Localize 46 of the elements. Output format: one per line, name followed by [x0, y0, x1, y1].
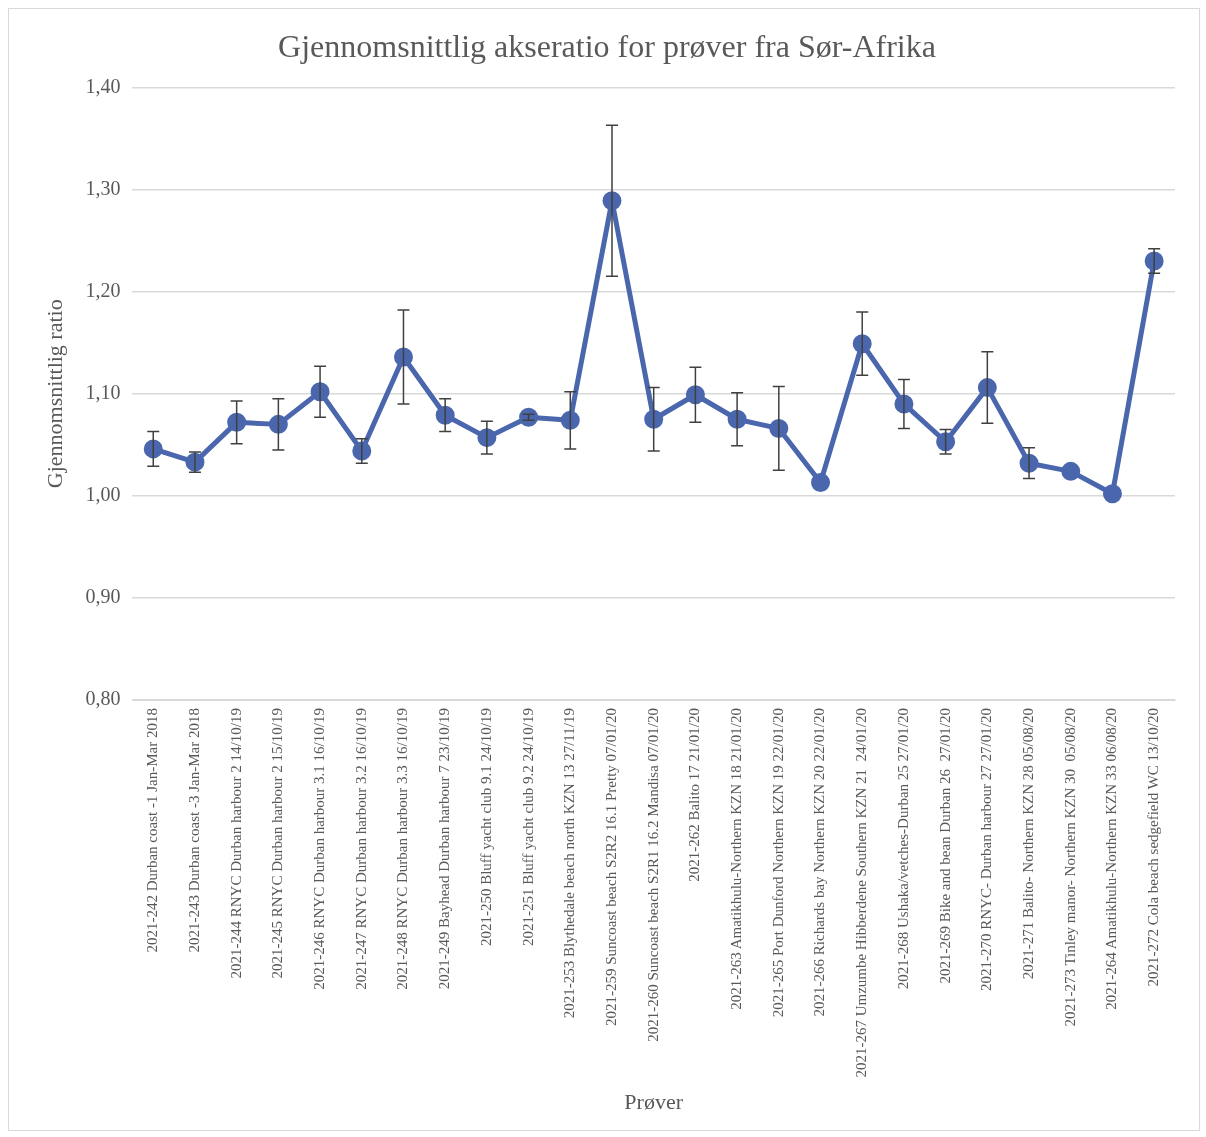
x-tick-label: 2021-259 Suncoast beach S2R2 16.1 Pretty 07/01/20 [602, 708, 619, 1026]
x-tick-label: 2021-250 Bluff yacht club 9.1 24/10/19 [477, 708, 494, 947]
x-tick-label: 2021-270 RNYC- Durban harbour 27 27/01/20 [978, 708, 995, 991]
point [811, 473, 831, 493]
x-tick-label: 2021-271 Balito- Northern KZN 28 05/08/20 [1019, 708, 1036, 980]
x-tick-label: 2021-245 RNYC Durban harbour 2 15/10/19 [269, 708, 286, 979]
x-tick-label: 2021-244 RNYC Durban harbour 2 14/10/19 [227, 708, 244, 979]
point [1102, 484, 1122, 504]
point [1061, 461, 1081, 481]
x-axis-title: Prøver [624, 1088, 684, 1114]
y-axis-title: Gjennomsnittlig ratio [41, 299, 67, 489]
y-tick-label: 1,30 [85, 176, 121, 199]
x-tick-label: 2021-269 Bike and bean Durban 26 27/01/20 [936, 708, 953, 984]
y-tick-label: 0,80 [85, 687, 121, 710]
x-tick-label: 2021-262 Balito 17 21/01/20 [686, 708, 703, 882]
point [644, 409, 664, 429]
x-tick-label: 2021-267 Umzumbe Hibberdene Southern KZN 21 24/01/20 [853, 708, 870, 1078]
point [977, 378, 997, 398]
x-tick-label: 2021-265 Port Dunford Northern KZN 19 22/01/20 [769, 708, 786, 1018]
x-tick-label: 2021-247 RNYC Durban harbour 3.2 16/10/19 [352, 708, 369, 990]
x-tick-label: 2021-272 Cola beach sedgefield WC 13/10/20 [1145, 708, 1162, 987]
point [560, 410, 580, 430]
y-tick-label: 0,90 [85, 585, 121, 608]
x-tick-label: 2021-243 Durban coast -3 Jan-Mar 2018 [185, 708, 202, 953]
x-tick-label: 2021-264 Amatikhulu-Northern KZN 33 06/08/20 [1103, 708, 1120, 1010]
y-tick-label: 1,10 [85, 380, 121, 403]
x-tick-label: 2021-248 RNYC Durban harbour 3.3 16/10/19 [394, 708, 411, 990]
x-tick-label: 2021-266 Richards bay Northern KZN 20 22/01/20 [811, 708, 828, 1017]
x-tick-label: 2021-246 RNYC Durban harbour 3.1 16/10/19 [311, 708, 328, 990]
x-tick-label: 2021-268 Ushaka/vetches-Durban 25 27/01/20 [894, 708, 911, 990]
x-tick-label: 2021-263 Amatikhulu-Northern KZN 18 21/01/20 [728, 708, 745, 1010]
point [143, 439, 163, 459]
x-tick-label: 2021-242 Durban coast -1 Jan-Mar 2018 [144, 708, 161, 953]
point [227, 412, 247, 432]
point [685, 385, 705, 405]
point [393, 347, 413, 367]
point [268, 414, 288, 434]
y-tick-label: 1,20 [85, 278, 121, 301]
y-tick-label: 1,00 [85, 483, 121, 506]
chart-title: Gjennomsnittlig akseratio for prøver fra Sør-Afrika [278, 27, 936, 64]
x-tick-label: 2021-260 Suncoast beach S2R1 16.2 Mandisa 07/01/20 [644, 708, 661, 1042]
x-tick-label: 2021-249 Bayhead Durban harbour 7 23/10/19 [436, 708, 453, 990]
x-tick-label: 2021-273 Tinley manor- Northern KZN 30 05/08/20 [1061, 708, 1078, 1027]
y-tick-label: 1,40 [85, 74, 121, 97]
x-tick-label: 2021-251 Bluff yacht club 9.2 24/10/19 [519, 708, 536, 947]
x-tick-label: 2021-253 Blythedale beach north KZN 13 27/11/19 [561, 708, 578, 1019]
